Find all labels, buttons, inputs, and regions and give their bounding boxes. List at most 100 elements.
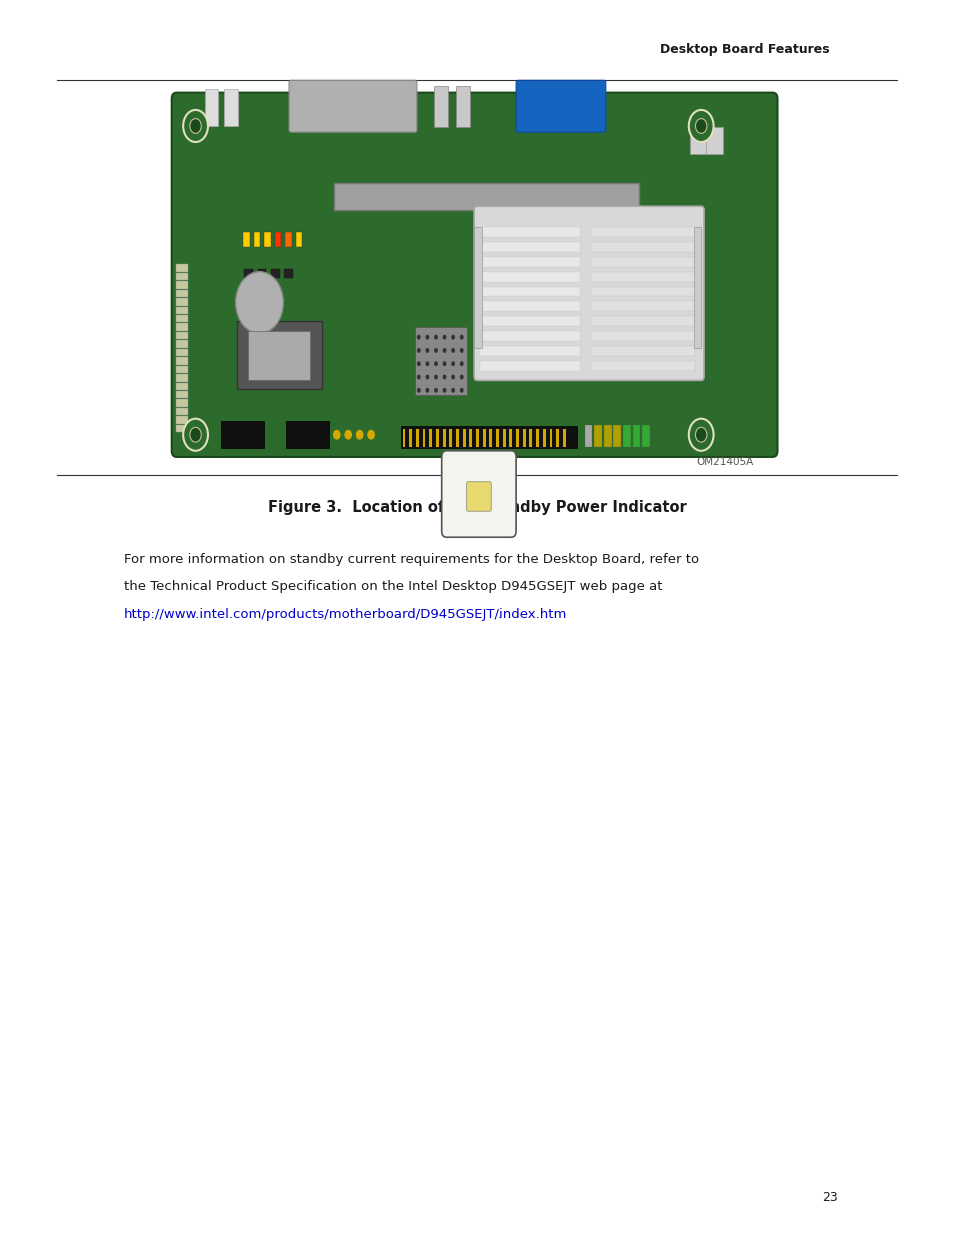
Bar: [529, 429, 532, 447]
FancyBboxPatch shape: [248, 331, 310, 380]
Bar: [285, 232, 292, 247]
Bar: [562, 429, 565, 447]
Circle shape: [183, 419, 208, 451]
Bar: [176, 416, 188, 424]
Bar: [476, 429, 478, 447]
Bar: [253, 232, 260, 247]
Bar: [176, 315, 188, 322]
Bar: [176, 306, 188, 314]
Bar: [479, 361, 579, 370]
Bar: [257, 269, 266, 278]
Circle shape: [355, 430, 363, 440]
FancyBboxPatch shape: [224, 89, 237, 126]
FancyBboxPatch shape: [434, 86, 448, 127]
Bar: [536, 429, 538, 447]
Bar: [489, 429, 492, 447]
Circle shape: [416, 361, 420, 366]
Bar: [176, 348, 188, 356]
Circle shape: [688, 110, 713, 142]
Bar: [479, 287, 579, 296]
Bar: [176, 290, 188, 298]
Circle shape: [451, 361, 455, 366]
Bar: [244, 269, 253, 278]
Bar: [591, 361, 694, 370]
Bar: [479, 242, 579, 252]
Bar: [591, 316, 694, 326]
Circle shape: [434, 388, 437, 393]
Bar: [591, 227, 694, 237]
Circle shape: [434, 335, 437, 340]
Bar: [641, 425, 649, 447]
Bar: [176, 366, 188, 373]
Circle shape: [442, 361, 446, 366]
Bar: [591, 257, 694, 267]
FancyBboxPatch shape: [221, 421, 264, 448]
Bar: [176, 282, 188, 289]
Circle shape: [235, 272, 283, 333]
Bar: [479, 316, 579, 326]
Text: .: .: [497, 608, 501, 621]
Bar: [469, 429, 472, 447]
FancyBboxPatch shape: [441, 451, 516, 537]
FancyBboxPatch shape: [286, 421, 329, 448]
Bar: [176, 332, 188, 340]
Bar: [176, 425, 188, 432]
Bar: [176, 399, 188, 406]
Bar: [632, 425, 639, 447]
Circle shape: [451, 335, 455, 340]
Bar: [474, 227, 481, 348]
Circle shape: [425, 361, 429, 366]
Bar: [549, 429, 552, 447]
Bar: [482, 429, 485, 447]
FancyBboxPatch shape: [172, 93, 777, 457]
Text: Desktop Board Features: Desktop Board Features: [659, 43, 829, 57]
Circle shape: [344, 430, 352, 440]
Circle shape: [695, 427, 706, 442]
Circle shape: [451, 374, 455, 379]
Bar: [176, 273, 188, 280]
Bar: [502, 429, 505, 447]
Bar: [274, 232, 281, 247]
FancyBboxPatch shape: [334, 183, 639, 210]
Circle shape: [442, 388, 446, 393]
Bar: [284, 269, 293, 278]
Bar: [449, 429, 452, 447]
Bar: [516, 429, 518, 447]
Bar: [479, 301, 579, 311]
Bar: [176, 298, 188, 305]
Circle shape: [442, 348, 446, 353]
Bar: [176, 391, 188, 399]
Circle shape: [190, 119, 201, 133]
Bar: [243, 232, 250, 247]
Bar: [496, 429, 498, 447]
Circle shape: [425, 335, 429, 340]
Circle shape: [434, 361, 437, 366]
Bar: [591, 301, 694, 311]
Bar: [556, 429, 558, 447]
Text: For more information on standby current requirements for the Desktop Board, refe: For more information on standby current …: [124, 553, 699, 567]
Text: Figure 3.  Location of the Standby Power Indicator: Figure 3. Location of the Standby Power …: [268, 500, 685, 515]
Circle shape: [688, 419, 713, 451]
Circle shape: [459, 374, 463, 379]
Circle shape: [416, 335, 420, 340]
Circle shape: [434, 374, 437, 379]
Bar: [591, 331, 694, 341]
Bar: [479, 227, 579, 237]
Bar: [613, 425, 620, 447]
Bar: [176, 408, 188, 415]
Text: http://www.intel.com/products/motherboard/D945GSEJT/index.htm: http://www.intel.com/products/motherboar…: [124, 608, 567, 621]
FancyBboxPatch shape: [516, 80, 605, 132]
Text: OM21405A: OM21405A: [696, 457, 753, 467]
Circle shape: [333, 430, 340, 440]
Bar: [402, 429, 405, 447]
Circle shape: [434, 348, 437, 353]
Circle shape: [183, 110, 208, 142]
Bar: [479, 272, 579, 282]
Bar: [594, 425, 601, 447]
Bar: [479, 257, 579, 267]
Circle shape: [425, 388, 429, 393]
Bar: [479, 331, 579, 341]
Bar: [622, 425, 630, 447]
FancyBboxPatch shape: [289, 80, 416, 132]
Bar: [176, 383, 188, 390]
